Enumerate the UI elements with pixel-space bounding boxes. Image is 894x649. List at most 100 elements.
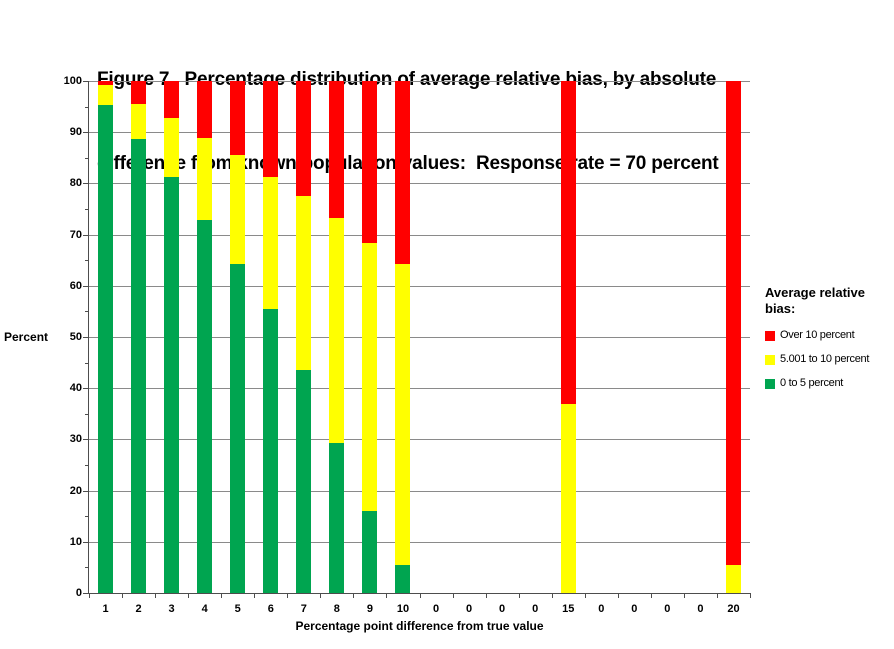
- legend-label: 5.001 to 10 percent: [780, 353, 870, 365]
- x-tick-label: 1: [102, 603, 109, 615]
- y-minor-tick: [85, 157, 89, 159]
- y-minor-tick: [85, 413, 89, 415]
- bar-segment: [98, 85, 114, 106]
- y-tick-label: 70: [69, 228, 82, 241]
- y-minor-tick: [85, 260, 89, 262]
- gridline: [89, 337, 750, 338]
- y-major-tick: [83, 541, 89, 543]
- bar-segment: [329, 218, 345, 443]
- gridline: [89, 388, 750, 390]
- bar-segment: [131, 104, 147, 140]
- x-tick-label: 10: [396, 603, 410, 615]
- x-tick: [122, 593, 124, 598]
- bar-segment: [296, 195, 312, 370]
- x-axis-line: [88, 593, 750, 594]
- legend-item: 0 to 5 percent: [765, 378, 893, 389]
- bar-segment: [164, 118, 180, 178]
- bar-segment: [725, 565, 741, 593]
- y-minor-tick: [85, 465, 89, 466]
- x-tick-label: 0: [499, 603, 506, 615]
- x-tick-label: 8: [333, 603, 340, 615]
- y-minor-tick: [85, 311, 89, 313]
- y-major-tick: [83, 183, 89, 185]
- y-major-tick: [83, 234, 89, 236]
- bar-segment: [197, 138, 213, 220]
- x-tick-label: 0: [466, 603, 473, 615]
- gridline: [89, 132, 750, 134]
- x-tick-label: 0: [432, 603, 440, 615]
- x-tick-label: 15: [562, 603, 575, 615]
- bar-segment: [98, 81, 114, 86]
- bar-segment: [395, 565, 411, 593]
- x-tick: [353, 593, 355, 598]
- x-tick: [650, 593, 652, 598]
- gridline: [89, 285, 750, 287]
- bar-segment: [395, 264, 411, 566]
- y-tick-label: 30: [69, 433, 82, 446]
- x-tick-label: 3: [168, 603, 175, 615]
- y-tick-label: 80: [69, 177, 82, 190]
- x-tick-label: 7: [300, 603, 307, 615]
- x-tick-label: 0: [598, 603, 605, 615]
- y-tick-label: 90: [69, 126, 82, 139]
- y-tick-label: 20: [69, 484, 82, 497]
- gridline: [89, 439, 750, 441]
- bar-segment: [725, 81, 741, 566]
- bar-segment: [131, 81, 147, 105]
- y-tick-label: 10: [69, 535, 82, 548]
- x-tick-label: 0: [664, 603, 671, 615]
- y-major-tick: [83, 132, 89, 134]
- x-tick: [419, 593, 421, 598]
- bar-segment: [362, 242, 378, 512]
- y-major-tick: [83, 388, 89, 390]
- x-tick-label: 4: [201, 603, 208, 615]
- x-tick: [188, 593, 190, 598]
- bar-segment: [362, 81, 378, 243]
- y-major-tick: [83, 81, 89, 82]
- gridline: [89, 183, 750, 185]
- bar-segment: [395, 81, 411, 265]
- y-minor-tick: [85, 209, 89, 210]
- x-tick: [221, 593, 223, 598]
- x-tick: [287, 593, 289, 598]
- legend-swatch-green-icon: [765, 378, 775, 389]
- y-axis-title: Percent: [4, 330, 49, 344]
- x-tick: [386, 593, 388, 598]
- bar-segment: [263, 309, 279, 593]
- x-tick: [716, 593, 718, 598]
- x-tick: [320, 593, 322, 598]
- x-tick: [155, 593, 157, 598]
- plot-area: [89, 81, 750, 593]
- legend-swatch-red-icon: [765, 330, 775, 341]
- bar-segment: [131, 139, 147, 593]
- y-tick-label: 40: [69, 382, 82, 395]
- bar-segment: [197, 81, 213, 139]
- x-tick: [254, 593, 256, 598]
- gridline: [89, 490, 750, 492]
- bar-segment: [362, 511, 378, 593]
- legend-title: Average relative bias:: [765, 285, 865, 316]
- x-tick: [584, 593, 586, 598]
- y-tick-label: 60: [69, 279, 82, 292]
- bar-segment: [263, 81, 279, 177]
- x-tick-label: 2: [135, 603, 142, 615]
- y-minor-tick: [85, 516, 89, 518]
- gridline: [89, 234, 750, 236]
- x-tick: [750, 593, 751, 598]
- x-tick: [452, 593, 454, 598]
- y-minor-tick: [85, 567, 89, 569]
- gridline: [89, 81, 750, 82]
- y-tick-label: 100: [63, 75, 82, 87]
- x-tick-label: 0: [532, 603, 539, 615]
- y-minor-tick: [85, 106, 89, 108]
- bar-segment: [263, 176, 279, 310]
- x-tick: [683, 593, 685, 598]
- bar-segment: [197, 219, 213, 593]
- legend-swatch-yellow-icon: [765, 354, 775, 365]
- x-tick: [485, 593, 487, 598]
- bar-segment: [296, 81, 312, 196]
- bar-segment: [230, 155, 246, 264]
- bar-segment: [230, 81, 246, 156]
- x-tick-label: 5: [234, 603, 241, 615]
- bar-segment: [230, 263, 246, 593]
